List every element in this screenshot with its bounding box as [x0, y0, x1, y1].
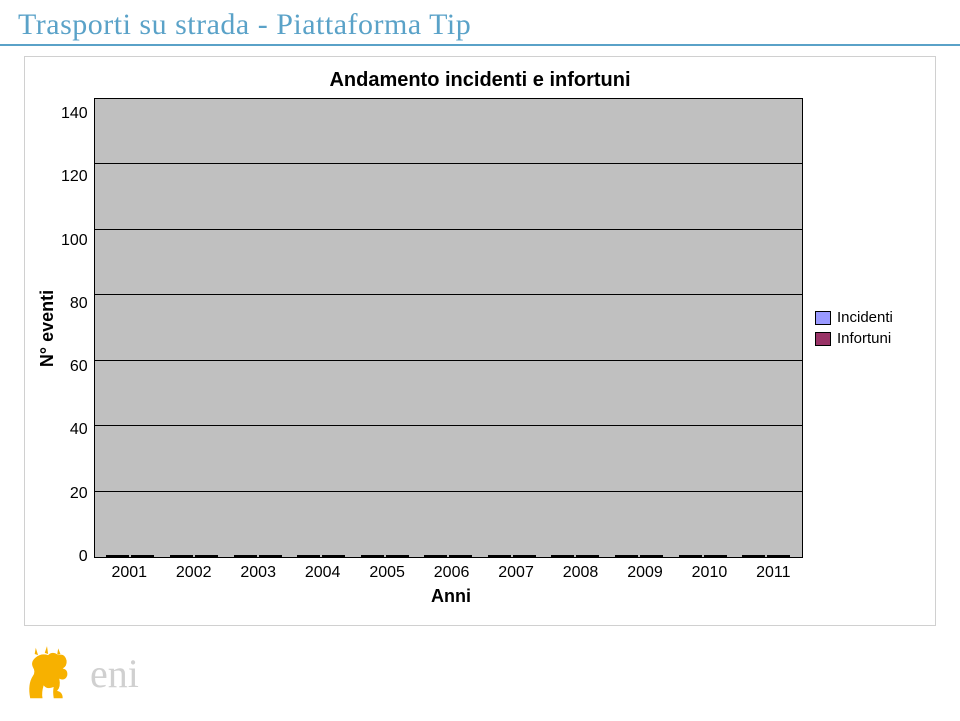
- bar-incidenti: [170, 555, 193, 557]
- x-axis-ticks: 2001 2002 2003 2004 2005 2006 2007 2008 2009 2010…: [97, 558, 805, 582]
- bar-group: [106, 555, 154, 557]
- bar-infortuni: [322, 555, 345, 557]
- x-tick: 2001: [111, 564, 147, 582]
- bars-container: [95, 99, 802, 557]
- bar-group: [424, 555, 472, 557]
- legend-swatch-infortuni: [815, 332, 831, 346]
- bar-infortuni: [386, 555, 409, 557]
- y-axis-label: N° eventi: [38, 289, 59, 366]
- y-tick: 20: [70, 486, 88, 502]
- y-tick: 40: [70, 422, 88, 438]
- y-axis-ticks: 020406080100120140: [61, 98, 94, 558]
- gridline: [95, 294, 802, 295]
- x-tick: 2010: [692, 564, 728, 582]
- bar-group: [742, 555, 790, 557]
- legend-label-incidenti: Incidenti: [837, 309, 893, 326]
- eni-dog-icon: [18, 645, 76, 701]
- x-tick: 2008: [563, 564, 599, 582]
- y-axis-label-wrap: N° eventi: [35, 98, 61, 558]
- bar-infortuni: [195, 555, 218, 557]
- brand-text: eni: [90, 650, 139, 697]
- y-tick: 140: [61, 106, 88, 122]
- x-tick: 2009: [627, 564, 663, 582]
- bar-incidenti: [234, 555, 257, 557]
- page-title: Trasporti su strada - Piattaforma Tip: [18, 8, 960, 42]
- gridline: [95, 98, 802, 99]
- bar-infortuni: [576, 555, 599, 557]
- x-tick: 2005: [369, 564, 405, 582]
- gridline: [95, 425, 802, 426]
- bar-incidenti: [615, 555, 638, 557]
- bar-group: [615, 555, 663, 557]
- x-tick: 2003: [240, 564, 276, 582]
- bar-incidenti: [297, 555, 320, 557]
- bar-group: [297, 555, 345, 557]
- bar-group: [551, 555, 599, 557]
- bar-group: [361, 555, 409, 557]
- x-axis: 2001 2002 2003 2004 2005 2006 2007 2008 2009 2010…: [97, 558, 805, 582]
- bar-incidenti: [106, 555, 129, 557]
- bar-group: [679, 555, 727, 557]
- chart-title: Andamento incidenti e infortuni: [35, 69, 925, 92]
- legend-row-incidenti: Incidenti: [815, 309, 925, 326]
- title-underline: [0, 44, 960, 46]
- bar-infortuni: [259, 555, 282, 557]
- bar-incidenti: [361, 555, 384, 557]
- plot-area: [94, 98, 803, 558]
- bar-incidenti: [551, 555, 574, 557]
- y-tick: 60: [70, 359, 88, 375]
- bar-infortuni: [640, 555, 663, 557]
- bar-group: [170, 555, 218, 557]
- bar-group: [234, 555, 282, 557]
- x-tick: 2002: [176, 564, 212, 582]
- gridline: [95, 491, 802, 492]
- chart-panel: Andamento incidenti e infortuni N° event…: [24, 56, 936, 626]
- x-tick: 2006: [434, 564, 470, 582]
- y-tick: 0: [79, 549, 88, 565]
- bar-group: [488, 555, 536, 557]
- bar-incidenti: [679, 555, 702, 557]
- bar-infortuni: [449, 555, 472, 557]
- legend-row-infortuni: Infortuni: [815, 330, 925, 347]
- chart-area: N° eventi 020406080100120140 Incidenti I…: [35, 98, 925, 558]
- bar-infortuni: [131, 555, 154, 557]
- y-tick: 100: [61, 233, 88, 249]
- x-tick: 2004: [305, 564, 341, 582]
- x-tick: 2011: [756, 564, 790, 582]
- gridline: [95, 360, 802, 361]
- bar-incidenti: [742, 555, 765, 557]
- gridline: [95, 229, 802, 230]
- bar-incidenti: [424, 555, 447, 557]
- bar-infortuni: [513, 555, 536, 557]
- bar-incidenti: [488, 555, 511, 557]
- legend-label-infortuni: Infortuni: [837, 330, 891, 347]
- bar-infortuni: [767, 555, 790, 557]
- y-tick: 80: [70, 296, 88, 312]
- x-tick: 2007: [498, 564, 534, 582]
- footer: eni: [18, 645, 139, 701]
- legend-swatch-incidenti: [815, 311, 831, 325]
- x-axis-label: Anni: [97, 586, 805, 607]
- gridline: [95, 163, 802, 164]
- legend: Incidenti Infortuni: [803, 98, 925, 558]
- bar-infortuni: [704, 555, 727, 557]
- y-tick: 120: [61, 169, 88, 185]
